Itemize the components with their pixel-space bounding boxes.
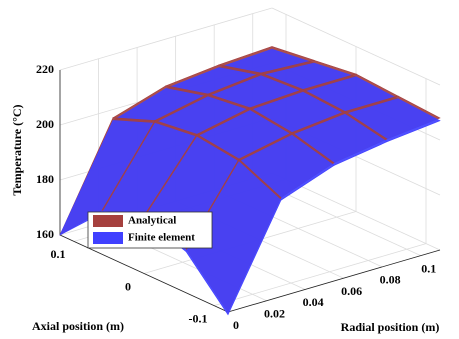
- grid-line: [59, 7, 273, 71]
- grid-line: [213, 243, 427, 306]
- z-tick-label: 180: [36, 172, 54, 186]
- x-axis-label: Radial position (m): [341, 320, 440, 334]
- y-axis-label: Axial position (m): [32, 319, 124, 333]
- x-tick-label: 0.1: [421, 261, 436, 275]
- y-tick-label: 0.1: [51, 247, 66, 261]
- z-tick-label: 160: [36, 227, 54, 241]
- legend-label: Finite element: [128, 232, 195, 244]
- z-axis-label: Temperature (°C): [10, 104, 24, 195]
- legend-swatch: [93, 232, 123, 244]
- x-tick-label: 0.02: [264, 306, 285, 320]
- y-tick-label: -0.1: [189, 311, 208, 325]
- x-tick-label: 0.04: [303, 295, 324, 309]
- x-tick-label: 0.08: [380, 273, 401, 287]
- y-tick-label: 0: [125, 279, 131, 293]
- z-tick-label: 220: [36, 62, 54, 76]
- z-tick-label: 200: [36, 117, 54, 131]
- x-tick-label: 0: [233, 318, 239, 332]
- legend-label: Analytical: [128, 215, 176, 227]
- legend: Analytical Finite element: [87, 211, 213, 249]
- x-tick-label: 0.06: [341, 284, 362, 298]
- surface-patch: [185, 161, 282, 316]
- axis-line: [227, 249, 441, 313]
- legend-swatch: [93, 215, 123, 227]
